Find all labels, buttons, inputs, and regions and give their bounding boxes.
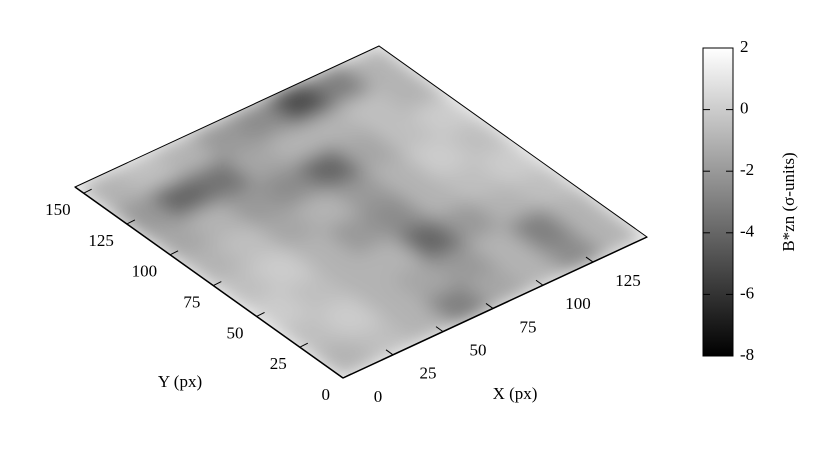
y-tick-label: 50: [227, 323, 244, 342]
x-tick-label: 0: [374, 387, 383, 406]
x-tick-label: 25: [420, 364, 437, 383]
y-tick: [83, 188, 92, 194]
x-tick-label: 125: [615, 271, 641, 290]
surface: [75, 46, 647, 378]
y-tick-label: 0: [322, 385, 331, 404]
y-axis-label: Y (px): [158, 372, 202, 391]
y-axis: [74, 186, 344, 379]
colorbar-tick-label: 2: [740, 37, 749, 56]
y-tick-label: 75: [183, 292, 200, 311]
colorbar: [702, 47, 734, 357]
x-tick: [535, 279, 544, 286]
x-tick-label: 75: [520, 317, 537, 336]
colorbar-tick-label: -6: [740, 283, 754, 302]
y-tick: [299, 342, 308, 348]
x-tick: [485, 303, 494, 309]
y-tick: [256, 311, 265, 317]
x-tick: [585, 256, 594, 263]
colorbar-tick-label: 0: [740, 99, 749, 118]
x-tick: [435, 326, 444, 333]
y-tick-label: 25: [270, 354, 287, 373]
surface-cells: [75, 46, 647, 378]
y-tick: [126, 219, 136, 225]
x-tick: [335, 372, 344, 379]
colorbar-tick-label: -2: [740, 160, 754, 179]
colorbar-tick-label: -8: [740, 345, 754, 364]
y-tick-label: 150: [45, 200, 71, 219]
y-tick-label: 125: [88, 231, 114, 250]
colorbar-tick-label: -4: [740, 222, 755, 241]
x-tick-label: 100: [565, 294, 591, 313]
y-tick: [342, 373, 352, 379]
y-tick: [169, 250, 179, 256]
x-axis-label: X (px): [493, 384, 538, 403]
x-axis: [342, 236, 648, 379]
y-tick: [213, 281, 222, 287]
x-tick: [385, 349, 394, 356]
x-tick-label: 50: [470, 341, 487, 360]
y-tick-label: 100: [132, 262, 158, 281]
colorbar-label: B*zn (σ-units): [779, 152, 798, 251]
